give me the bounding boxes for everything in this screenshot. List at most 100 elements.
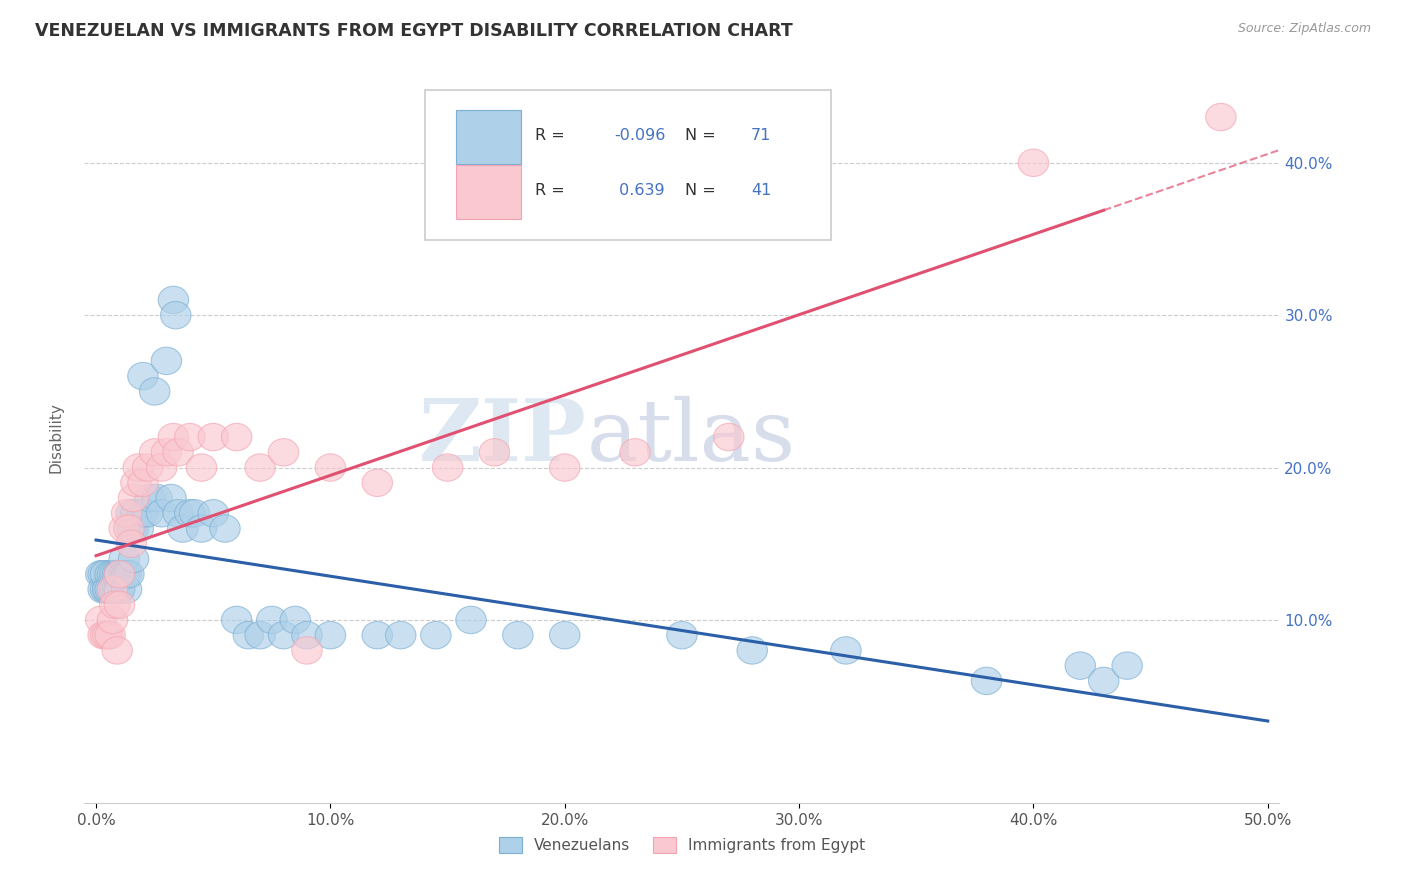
Text: R =: R = <box>534 128 565 144</box>
Ellipse shape <box>503 622 533 648</box>
Ellipse shape <box>128 469 159 497</box>
Ellipse shape <box>104 560 135 588</box>
Ellipse shape <box>315 454 346 482</box>
Text: 0.639: 0.639 <box>614 183 665 198</box>
Ellipse shape <box>124 454 153 482</box>
Ellipse shape <box>479 439 510 466</box>
FancyBboxPatch shape <box>456 165 520 219</box>
Ellipse shape <box>100 575 131 603</box>
Ellipse shape <box>433 454 463 482</box>
Ellipse shape <box>152 439 181 466</box>
Ellipse shape <box>186 515 217 542</box>
Ellipse shape <box>100 560 131 588</box>
Ellipse shape <box>103 575 132 603</box>
Ellipse shape <box>103 560 132 588</box>
Ellipse shape <box>152 347 181 375</box>
Ellipse shape <box>93 622 124 648</box>
Ellipse shape <box>97 607 128 633</box>
Ellipse shape <box>94 560 125 588</box>
Ellipse shape <box>114 560 145 588</box>
Ellipse shape <box>142 484 173 512</box>
Ellipse shape <box>456 607 486 633</box>
Text: 41: 41 <box>751 183 772 198</box>
Ellipse shape <box>90 575 121 603</box>
Ellipse shape <box>163 439 194 466</box>
Ellipse shape <box>135 484 166 512</box>
Text: 71: 71 <box>751 128 772 144</box>
Ellipse shape <box>550 622 581 648</box>
Ellipse shape <box>103 637 132 665</box>
Ellipse shape <box>315 622 346 648</box>
Ellipse shape <box>111 575 142 603</box>
Ellipse shape <box>160 301 191 329</box>
Ellipse shape <box>111 500 142 527</box>
Ellipse shape <box>86 607 115 633</box>
Ellipse shape <box>118 545 149 573</box>
Text: Source: ZipAtlas.com: Source: ZipAtlas.com <box>1237 22 1371 36</box>
Ellipse shape <box>110 560 139 588</box>
Ellipse shape <box>159 286 188 314</box>
Ellipse shape <box>420 622 451 648</box>
Ellipse shape <box>128 500 159 527</box>
Ellipse shape <box>222 607 252 633</box>
Ellipse shape <box>198 424 229 450</box>
Ellipse shape <box>117 515 146 542</box>
Ellipse shape <box>269 439 299 466</box>
Ellipse shape <box>620 439 651 466</box>
Ellipse shape <box>111 560 142 588</box>
Ellipse shape <box>124 515 153 542</box>
Text: atlas: atlas <box>586 395 796 479</box>
Ellipse shape <box>167 515 198 542</box>
Ellipse shape <box>110 545 139 573</box>
Ellipse shape <box>550 454 581 482</box>
Ellipse shape <box>117 500 146 527</box>
Ellipse shape <box>90 560 121 588</box>
Ellipse shape <box>87 575 118 603</box>
Ellipse shape <box>1018 149 1049 177</box>
Ellipse shape <box>233 622 264 648</box>
Ellipse shape <box>104 560 135 588</box>
Ellipse shape <box>1088 667 1119 695</box>
Ellipse shape <box>104 591 135 618</box>
Ellipse shape <box>174 500 205 527</box>
Text: R =: R = <box>534 183 565 198</box>
Ellipse shape <box>385 622 416 648</box>
Ellipse shape <box>1206 103 1236 131</box>
Ellipse shape <box>146 454 177 482</box>
Ellipse shape <box>163 500 194 527</box>
Ellipse shape <box>180 500 209 527</box>
Ellipse shape <box>972 667 1002 695</box>
Ellipse shape <box>292 622 322 648</box>
FancyBboxPatch shape <box>456 110 520 164</box>
Ellipse shape <box>209 515 240 542</box>
Ellipse shape <box>174 424 205 450</box>
Ellipse shape <box>117 530 146 558</box>
Ellipse shape <box>114 515 145 542</box>
Ellipse shape <box>292 637 322 665</box>
Text: ZIP: ZIP <box>419 395 586 479</box>
FancyBboxPatch shape <box>425 90 831 240</box>
Ellipse shape <box>245 622 276 648</box>
Ellipse shape <box>146 500 177 527</box>
Ellipse shape <box>714 424 744 450</box>
Ellipse shape <box>87 560 118 588</box>
Ellipse shape <box>94 575 125 603</box>
Ellipse shape <box>1112 652 1142 680</box>
Text: VENEZUELAN VS IMMIGRANTS FROM EGYPT DISABILITY CORRELATION CHART: VENEZUELAN VS IMMIGRANTS FROM EGYPT DISA… <box>35 22 793 40</box>
Ellipse shape <box>100 591 131 618</box>
Ellipse shape <box>104 560 135 588</box>
Ellipse shape <box>93 575 124 603</box>
Ellipse shape <box>132 454 163 482</box>
Ellipse shape <box>87 622 118 648</box>
Ellipse shape <box>139 377 170 405</box>
Ellipse shape <box>666 622 697 648</box>
Ellipse shape <box>97 560 128 588</box>
Ellipse shape <box>121 469 152 497</box>
Ellipse shape <box>110 515 139 542</box>
Ellipse shape <box>186 454 217 482</box>
Ellipse shape <box>737 637 768 665</box>
Ellipse shape <box>93 575 124 603</box>
Ellipse shape <box>118 484 149 512</box>
Ellipse shape <box>97 575 128 603</box>
Text: N =: N = <box>686 128 716 144</box>
